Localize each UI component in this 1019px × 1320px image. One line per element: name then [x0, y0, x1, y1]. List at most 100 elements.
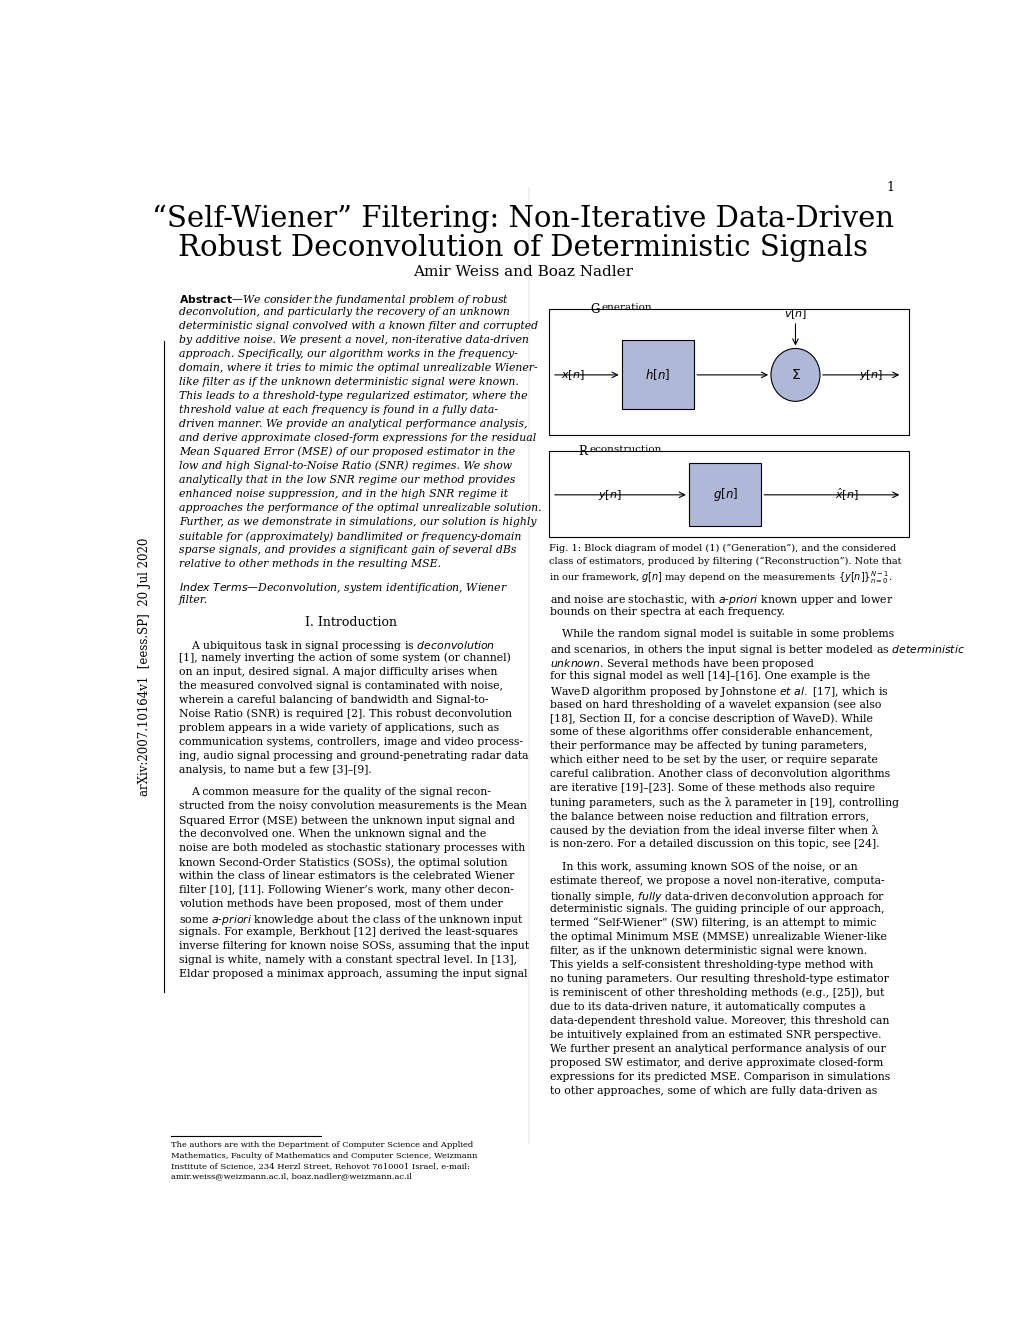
Text: signal is white, namely with a constant spectral level. In [13],: signal is white, namely with a constant … — [178, 956, 517, 965]
Text: “Self-Wiener” Filtering: Non-Iterative Data-Driven: “Self-Wiener” Filtering: Non-Iterative D… — [152, 205, 893, 232]
Text: arXiv:2007.10164v1  [eess.SP]  20 Jul 2020: arXiv:2007.10164v1 [eess.SP] 20 Jul 2020 — [139, 537, 151, 796]
Text: caused by the deviation from the ideal inverse filter when λ: caused by the deviation from the ideal i… — [550, 825, 878, 837]
Text: This yields a self-consistent thresholding-type method with: This yields a self-consistent thresholdi… — [550, 960, 873, 970]
Text: on an input, desired signal. A major difficulty arises when: on an input, desired signal. A major dif… — [178, 667, 497, 677]
Text: $h[n]$: $h[n]$ — [645, 367, 669, 383]
Text: $\mathit{unknown}$. Several methods have been proposed: $\mathit{unknown}$. Several methods have… — [550, 657, 814, 671]
Text: estimate thereof, we propose a novel non-iterative, computa-: estimate thereof, we propose a novel non… — [550, 875, 884, 886]
Text: The authors are with the Department of Computer Science and Applied
Mathematics,: The authors are with the Department of C… — [171, 1142, 477, 1180]
Text: deterministic signal convolved with a known filter and corrupted: deterministic signal convolved with a kn… — [178, 321, 537, 330]
Text: [1], namely inverting the action of some system (or channel): [1], namely inverting the action of some… — [178, 653, 511, 664]
Text: inverse filtering for known noise SOSs, assuming that the input: inverse filtering for known noise SOSs, … — [178, 941, 529, 952]
Text: Further, as we demonstrate in simulations, our solution is highly: Further, as we demonstrate in simulation… — [178, 517, 536, 527]
Text: some $\mathit{a}$-$\mathit{priori}$ knowledge about the class of the unknown inp: some $\mathit{a}$-$\mathit{priori}$ know… — [178, 913, 523, 928]
Text: [18], Section II, for a concise description of WaveD). While: [18], Section II, for a concise descript… — [550, 713, 872, 723]
Text: $\Sigma$: $\Sigma$ — [790, 368, 800, 381]
Text: ing, audio signal processing and ground-penetrating radar data: ing, audio signal processing and ground-… — [178, 751, 528, 760]
Text: tionally simple, $\mathit{fully}$ data-driven deconvolution approach for: tionally simple, $\mathit{fully}$ data-d… — [550, 890, 884, 904]
Text: based on hard thresholding of a wavelet expansion (see also: based on hard thresholding of a wavelet … — [550, 700, 881, 710]
Text: eneration: eneration — [600, 302, 651, 312]
Text: We further present an analytical performance analysis of our: We further present an analytical perform… — [550, 1044, 886, 1053]
Text: the deconvolved one. When the unknown signal and the: the deconvolved one. When the unknown si… — [178, 829, 486, 840]
Text: data-dependent threshold value. Moreover, this threshold can: data-dependent threshold value. Moreover… — [550, 1016, 889, 1026]
Text: known Second-Order Statistics (SOSs), the optimal solution: known Second-Order Statistics (SOSs), th… — [178, 857, 506, 867]
Text: and scenarios, in others the input signal is better modeled as $\mathit{determin: and scenarios, in others the input signa… — [550, 643, 964, 657]
Ellipse shape — [770, 348, 819, 401]
Text: within the class of linear estimators is the celebrated Wiener: within the class of linear estimators is… — [178, 871, 514, 882]
Text: expressions for its predicted MSE. Comparison in simulations: expressions for its predicted MSE. Compa… — [550, 1072, 890, 1082]
Text: relative to other methods in the resulting MSE.: relative to other methods in the resulti… — [178, 560, 440, 569]
Text: signals. For example, Berkhout [12] derived the least-squares: signals. For example, Berkhout [12] deri… — [178, 928, 518, 937]
Text: problem appears in a wide variety of applications, such as: problem appears in a wide variety of app… — [178, 723, 498, 733]
Text: $y[n]$: $y[n]$ — [858, 368, 881, 381]
Text: careful calibration. Another class of deconvolution algorithms: careful calibration. Another class of de… — [550, 770, 890, 779]
Text: termed “Self-Wiener” (SW) filtering, is an attempt to mimic: termed “Self-Wiener” (SW) filtering, is … — [550, 917, 875, 928]
Text: proposed SW estimator, and derive approximate closed-form: proposed SW estimator, and derive approx… — [550, 1057, 882, 1068]
Text: the optimal Minimum MSE (MMSE) unrealizable Wiener-like: the optimal Minimum MSE (MMSE) unrealiza… — [550, 932, 887, 942]
Text: like filter as if the unknown deterministic signal were known.: like filter as if the unknown determinis… — [178, 376, 519, 387]
Text: sparse signals, and provides a significant gain of several dBs: sparse signals, and provides a significa… — [178, 545, 516, 554]
Text: I. Introduction: I. Introduction — [305, 616, 396, 630]
Text: approach. Specifically, our algorithm works in the frequency-: approach. Specifically, our algorithm wo… — [178, 348, 517, 359]
Text: Robust Deconvolution of Deterministic Signals: Robust Deconvolution of Deterministic Si… — [177, 234, 867, 261]
Text: Squared Error (MSE) between the unknown input signal and: Squared Error (MSE) between the unknown … — [178, 816, 515, 826]
Text: filter, as if the unknown deterministic signal were known.: filter, as if the unknown deterministic … — [550, 945, 867, 956]
Text: are iterative [19]–[23]. Some of these methods also require: are iterative [19]–[23]. Some of these m… — [550, 783, 874, 793]
Text: filter [10], [11]. Following Wiener’s work, many other decon-: filter [10], [11]. Following Wiener’s wo… — [178, 886, 514, 895]
Text: which either need to be set by the user, or require separate: which either need to be set by the user,… — [550, 755, 877, 766]
Text: WaveD algorithm proposed by Johnstone $\mathit{et\ al.}$ [17], which is: WaveD algorithm proposed by Johnstone $\… — [550, 685, 888, 700]
Text: Mean Squared Error (MSE) of our proposed estimator in the: Mean Squared Error (MSE) of our proposed… — [178, 447, 515, 458]
Text: deterministic signals. The guiding principle of our approach,: deterministic signals. The guiding princ… — [550, 904, 884, 913]
Text: approaches the performance of the optimal unrealizable solution.: approaches the performance of the optima… — [178, 503, 541, 513]
Bar — [548, 451, 908, 536]
Text: and derive approximate closed-form expressions for the residual: and derive approximate closed-form expre… — [178, 433, 536, 442]
Text: $\mathbf{Abstract}$—We consider the fundamental problem of robust: $\mathbf{Abstract}$—We consider the fund… — [178, 293, 508, 306]
Text: analytically that in the low SNR regime our method provides: analytically that in the low SNR regime … — [178, 475, 515, 484]
Text: $v[n]$: $v[n]$ — [783, 308, 806, 321]
Text: threshold value at each frequency is found in a fully data-: threshold value at each frequency is fou… — [178, 405, 497, 414]
Text: Eldar proposed a minimax approach, assuming the input signal: Eldar proposed a minimax approach, assum… — [178, 969, 527, 979]
Text: G: G — [589, 302, 599, 315]
Text: Noise Ratio (SNR) is required [2]. This robust deconvolution: Noise Ratio (SNR) is required [2]. This … — [178, 709, 512, 719]
Bar — [688, 463, 761, 527]
Text: structed from the noisy convolution measurements is the Mean: structed from the noisy convolution meas… — [178, 801, 526, 812]
Text: noise are both modeled as stochastic stationary processes with: noise are both modeled as stochastic sta… — [178, 843, 525, 853]
Text: enhanced noise suppression, and in the high SNR regime it: enhanced noise suppression, and in the h… — [178, 488, 507, 499]
Text: be intuitively explained from an estimated SNR perspective.: be intuitively explained from an estimat… — [550, 1030, 881, 1040]
Text: domain, where it tries to mimic the optimal unrealizable Wiener-: domain, where it tries to mimic the opti… — [178, 363, 537, 372]
Text: volution methods have been proposed, most of them under: volution methods have been proposed, mos… — [178, 899, 502, 909]
Text: This leads to a threshold-type regularized estimator, where the: This leads to a threshold-type regulariz… — [178, 391, 527, 401]
Text: bounds on their spectra at each frequency.: bounds on their spectra at each frequenc… — [550, 607, 785, 616]
Text: some of these algorithms offer considerable enhancement,: some of these algorithms offer considera… — [550, 727, 872, 737]
Text: by additive noise. We present a novel, non-iterative data-driven: by additive noise. We present a novel, n… — [178, 335, 528, 345]
Text: the measured convolved signal is contaminated with noise,: the measured convolved signal is contami… — [178, 681, 502, 690]
Text: $\hat{x}[n]$: $\hat{x}[n]$ — [835, 487, 858, 503]
Text: low and high Signal-to-Noise Ratio (SNR) regimes. We show: low and high Signal-to-Noise Ratio (SNR)… — [178, 461, 512, 471]
Text: Amir Weiss and Boaz Nadler: Amir Weiss and Boaz Nadler — [413, 265, 632, 279]
Text: to other approaches, some of which are fully data-driven as: to other approaches, some of which are f… — [550, 1086, 876, 1096]
Bar — [621, 341, 694, 409]
Text: their performance may be affected by tuning parameters,: their performance may be affected by tun… — [550, 742, 867, 751]
Text: due to its data-driven nature, it automatically computes a: due to its data-driven nature, it automa… — [550, 1002, 865, 1012]
Text: $\mathit{Index\ Terms}$—Deconvolution, system identification, Wiener: $\mathit{Index\ Terms}$—Deconvolution, s… — [178, 581, 507, 595]
Text: deconvolution, and particularly the recovery of an unknown: deconvolution, and particularly the reco… — [178, 306, 510, 317]
Text: $g[n]$: $g[n]$ — [712, 486, 737, 503]
Text: While the random signal model is suitable in some problems: While the random signal model is suitabl… — [561, 630, 894, 639]
Text: analysis, to name but a few [3]–[9].: analysis, to name but a few [3]–[9]. — [178, 766, 371, 775]
Text: $y[n]$: $y[n]$ — [597, 488, 621, 502]
Text: $x[n]$: $x[n]$ — [560, 368, 584, 381]
Text: In this work, assuming known SOS of the noise, or an: In this work, assuming known SOS of the … — [561, 862, 857, 871]
Text: A ubiquitous task in signal processing is $\mathit{deconvolution}$: A ubiquitous task in signal processing i… — [191, 639, 494, 652]
Bar — [548, 309, 908, 434]
Text: wherein a careful balancing of bandwidth and Signal-to-: wherein a careful balancing of bandwidth… — [178, 694, 488, 705]
Text: and noise are stochastic, with $\mathit{a}$-$\mathit{priori}$ known upper and lo: and noise are stochastic, with $\mathit{… — [550, 593, 893, 607]
Text: A common measure for the quality of the signal recon-: A common measure for the quality of the … — [191, 787, 490, 797]
Text: is non-zero. For a detailed discussion on this topic, see [24].: is non-zero. For a detailed discussion o… — [550, 840, 879, 849]
Text: the balance between noise reduction and filtration errors,: the balance between noise reduction and … — [550, 812, 868, 821]
Text: is reminiscent of other thresholding methods (e.g., [25]), but: is reminiscent of other thresholding met… — [550, 987, 883, 998]
Text: econstruction: econstruction — [589, 445, 661, 454]
Text: no tuning parameters. Our resulting threshold-type estimator: no tuning parameters. Our resulting thre… — [550, 974, 889, 983]
Text: filter.: filter. — [178, 595, 208, 606]
Text: Fig. 1: Block diagram of model (1) (“Generation”), and the considered: Fig. 1: Block diagram of model (1) (“Gen… — [548, 544, 896, 553]
Text: driven manner. We provide an analytical performance analysis,: driven manner. We provide an analytical … — [178, 418, 527, 429]
